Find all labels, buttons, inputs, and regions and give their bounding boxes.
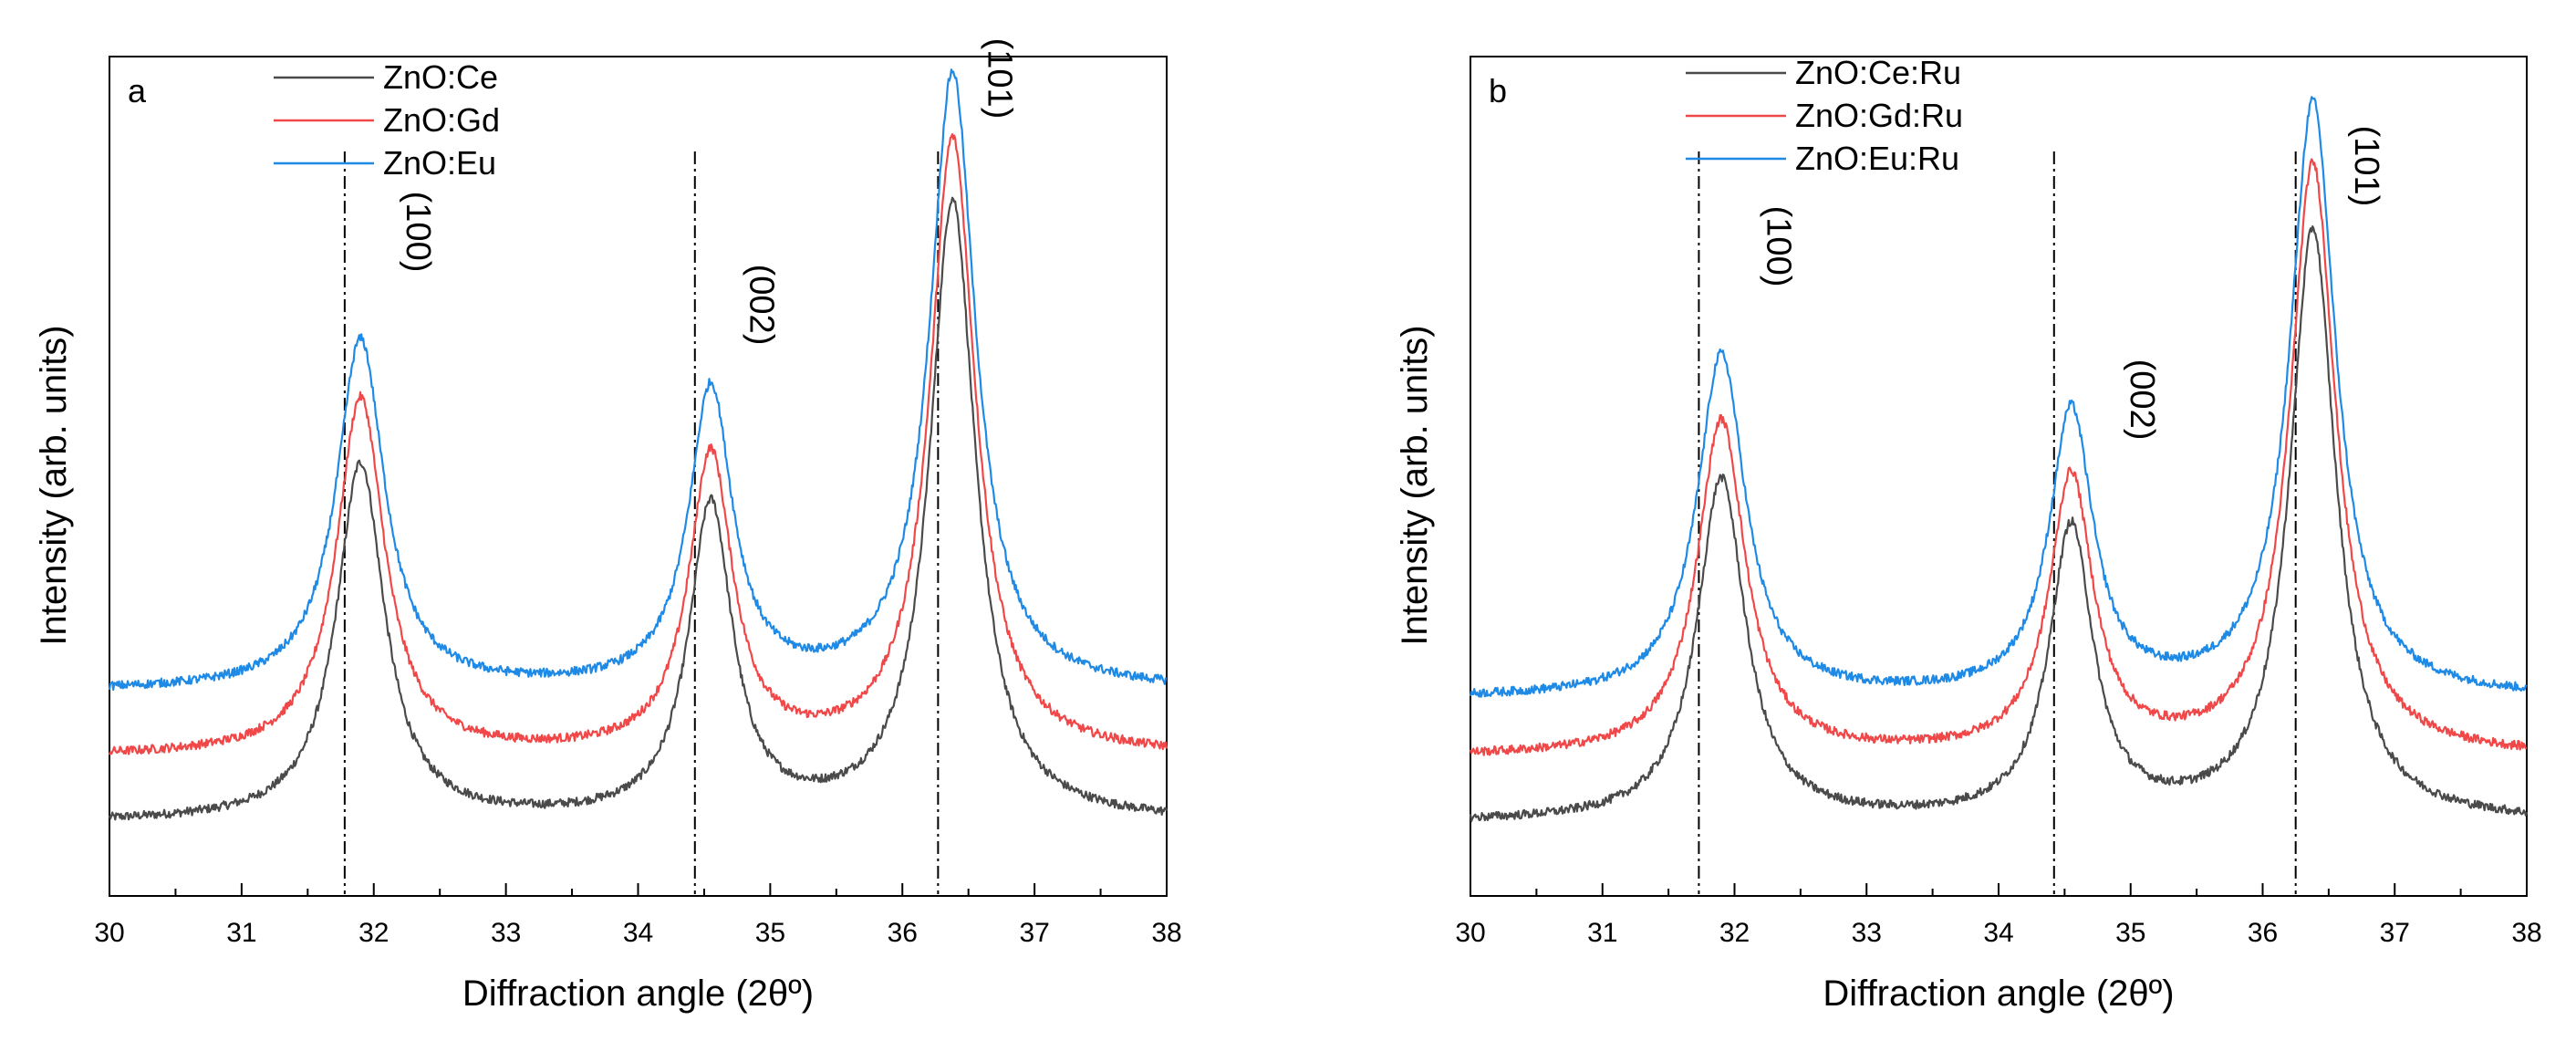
x-tick-label: 36 — [2248, 918, 2278, 948]
legend-entry: ZnO:Ce:Ru — [1795, 54, 1961, 91]
x-tick-label: 35 — [2115, 918, 2145, 948]
x-tick-label: 38 — [2511, 918, 2541, 948]
series-line-zno-ce — [108, 196, 1169, 821]
x-tick-label: 35 — [755, 918, 785, 948]
panel-b: 30 31 32 33 34 35 36 37 38 Diffraction angle (2θº… — [1395, 54, 2542, 1014]
series-line-zno-eu — [108, 68, 1168, 692]
legend-entry: ZnO:Gd:Ru — [1795, 97, 1963, 134]
y-axis-title: Intensity (arb. units) — [34, 325, 74, 645]
series-line-zno-gd — [108, 133, 1169, 755]
x-tick-label: 38 — [1151, 918, 1181, 948]
series-line-zno-eu-ru — [1469, 96, 2528, 698]
plot-frame — [109, 56, 1168, 897]
x-tick-label: 30 — [1455, 918, 1485, 948]
x-tick-label: 31 — [226, 918, 256, 948]
x-tick-label: 34 — [623, 918, 653, 948]
x-tick-label: 32 — [358, 918, 389, 948]
x-tick-label: 33 — [491, 918, 521, 948]
peak-label: (101) — [980, 38, 1018, 120]
x-tick-label: 36 — [888, 918, 918, 948]
x-tick-label: 37 — [2380, 918, 2410, 948]
series-line-zno-ce-ru — [1469, 225, 2529, 823]
x-tick-label: 37 — [1019, 918, 1049, 948]
x-axis-title: Diffraction angle (2θº) — [1823, 974, 2174, 1014]
x-tick-label: 34 — [1983, 918, 2013, 948]
peak-label: (100) — [1760, 206, 1798, 287]
legend: ZnO:Ce:Ru ZnO:Gd:Ru ZnO:Eu:Ru — [1686, 54, 1963, 177]
x-tick-label: 32 — [1719, 918, 1750, 948]
peak-label: (002) — [743, 265, 781, 346]
x-tick-label: 33 — [1852, 918, 1882, 948]
panel-label: b — [1489, 72, 1507, 109]
x-axis-title: Diffraction angle (2θº) — [462, 974, 814, 1014]
x-tick-label: 31 — [1587, 918, 1617, 948]
series-line-zno-gd-ru — [1469, 158, 2528, 756]
legend-entry: ZnO:Eu — [383, 144, 496, 182]
legend-entry: ZnO:Gd — [383, 101, 500, 139]
x-tick-label: 30 — [94, 918, 124, 948]
legend-entry: ZnO:Eu:Ru — [1795, 140, 1959, 177]
panel-a: 30 31 32 33 34 35 36 37 38 Diffraction angle (2θº… — [34, 38, 1182, 1014]
peak-label: (100) — [399, 192, 437, 273]
y-axis-title: Intensity (arb. units) — [1395, 325, 1435, 645]
legend-entry: ZnO:Ce — [383, 58, 498, 96]
peak-label: (002) — [2123, 359, 2161, 441]
panel-label: a — [128, 72, 147, 109]
peak-label: (101) — [2347, 126, 2385, 207]
legend: ZnO:Ce ZnO:Gd ZnO:Eu — [274, 58, 500, 182]
